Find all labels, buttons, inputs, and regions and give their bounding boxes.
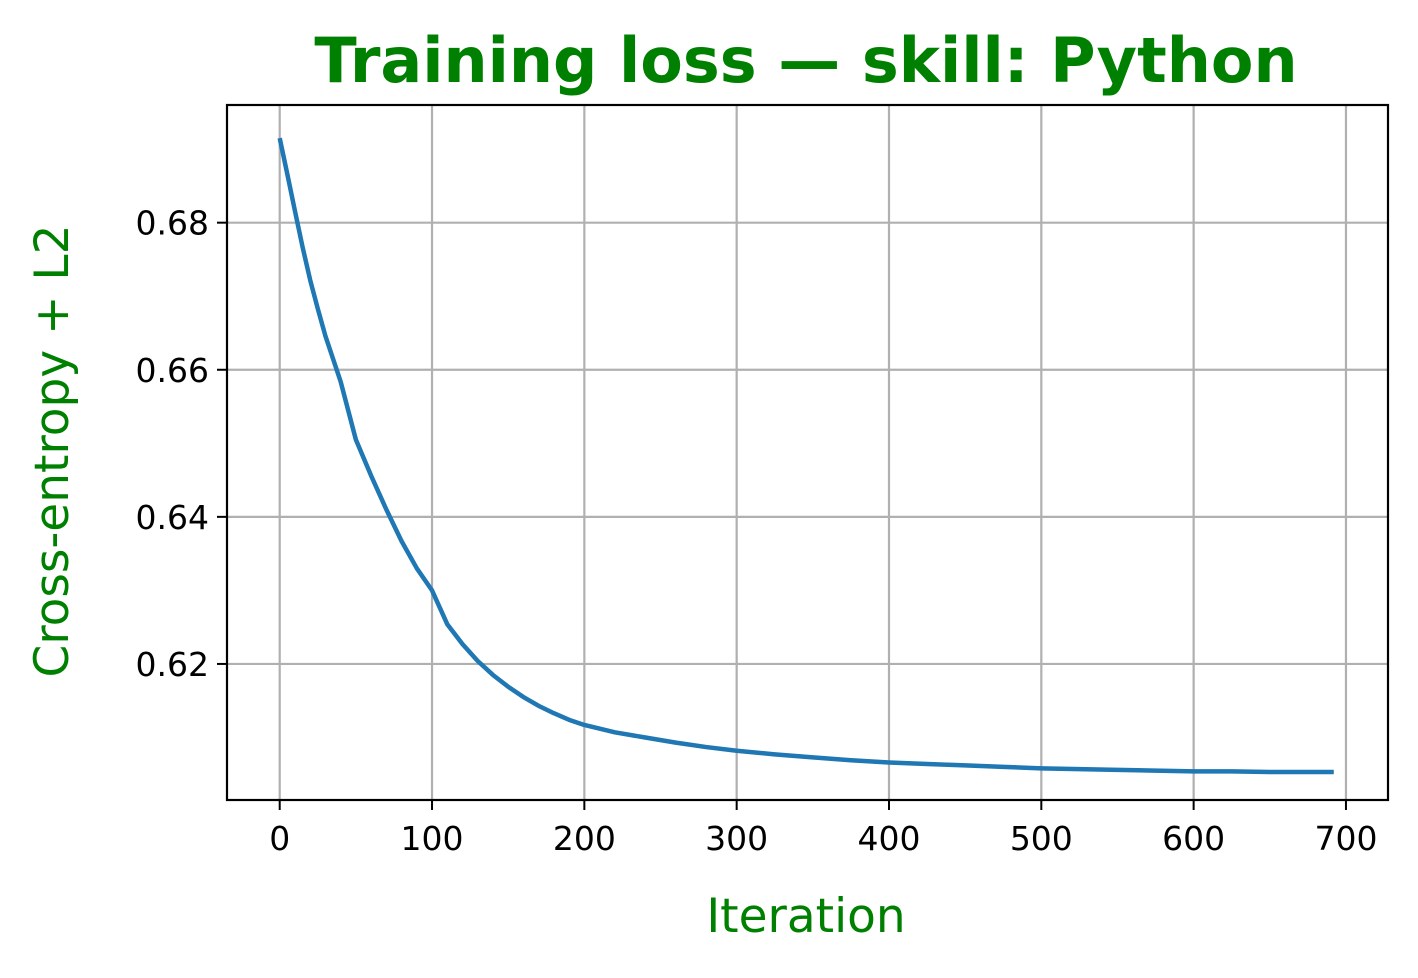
x-tick-label: 600: [1162, 819, 1225, 858]
y-tick-label: 0.64: [136, 498, 209, 537]
series-layer: [277, 137, 1334, 775]
x-tick-label: 700: [1314, 819, 1377, 858]
x-tick-label: 200: [553, 819, 616, 858]
x-tick-label: 400: [857, 819, 920, 858]
tick-marks: [217, 221, 1347, 810]
chart-title: Training loss — skill: Python: [314, 24, 1297, 97]
x-tick-label: 100: [401, 819, 464, 858]
y-tick-label: 0.68: [136, 204, 209, 243]
y-tick-label: 0.66: [136, 351, 209, 390]
loss-series-line: [277, 137, 1334, 775]
x-tick-label: 500: [1010, 819, 1073, 858]
y-axis-label: Cross-entropy + L2: [25, 225, 80, 678]
y-tick-label: 0.62: [136, 645, 209, 684]
x-tick-label: 0: [269, 819, 290, 858]
tick-labels: 0 100 200 300 400 500 600 700 0.62 0.64 0.66 0.68: [136, 204, 1378, 858]
grid-lines: [227, 105, 1388, 800]
plot-frame: [225, 103, 1390, 802]
x-tick-label: 300: [705, 819, 768, 858]
x-axis-label: Iteration: [706, 889, 905, 944]
